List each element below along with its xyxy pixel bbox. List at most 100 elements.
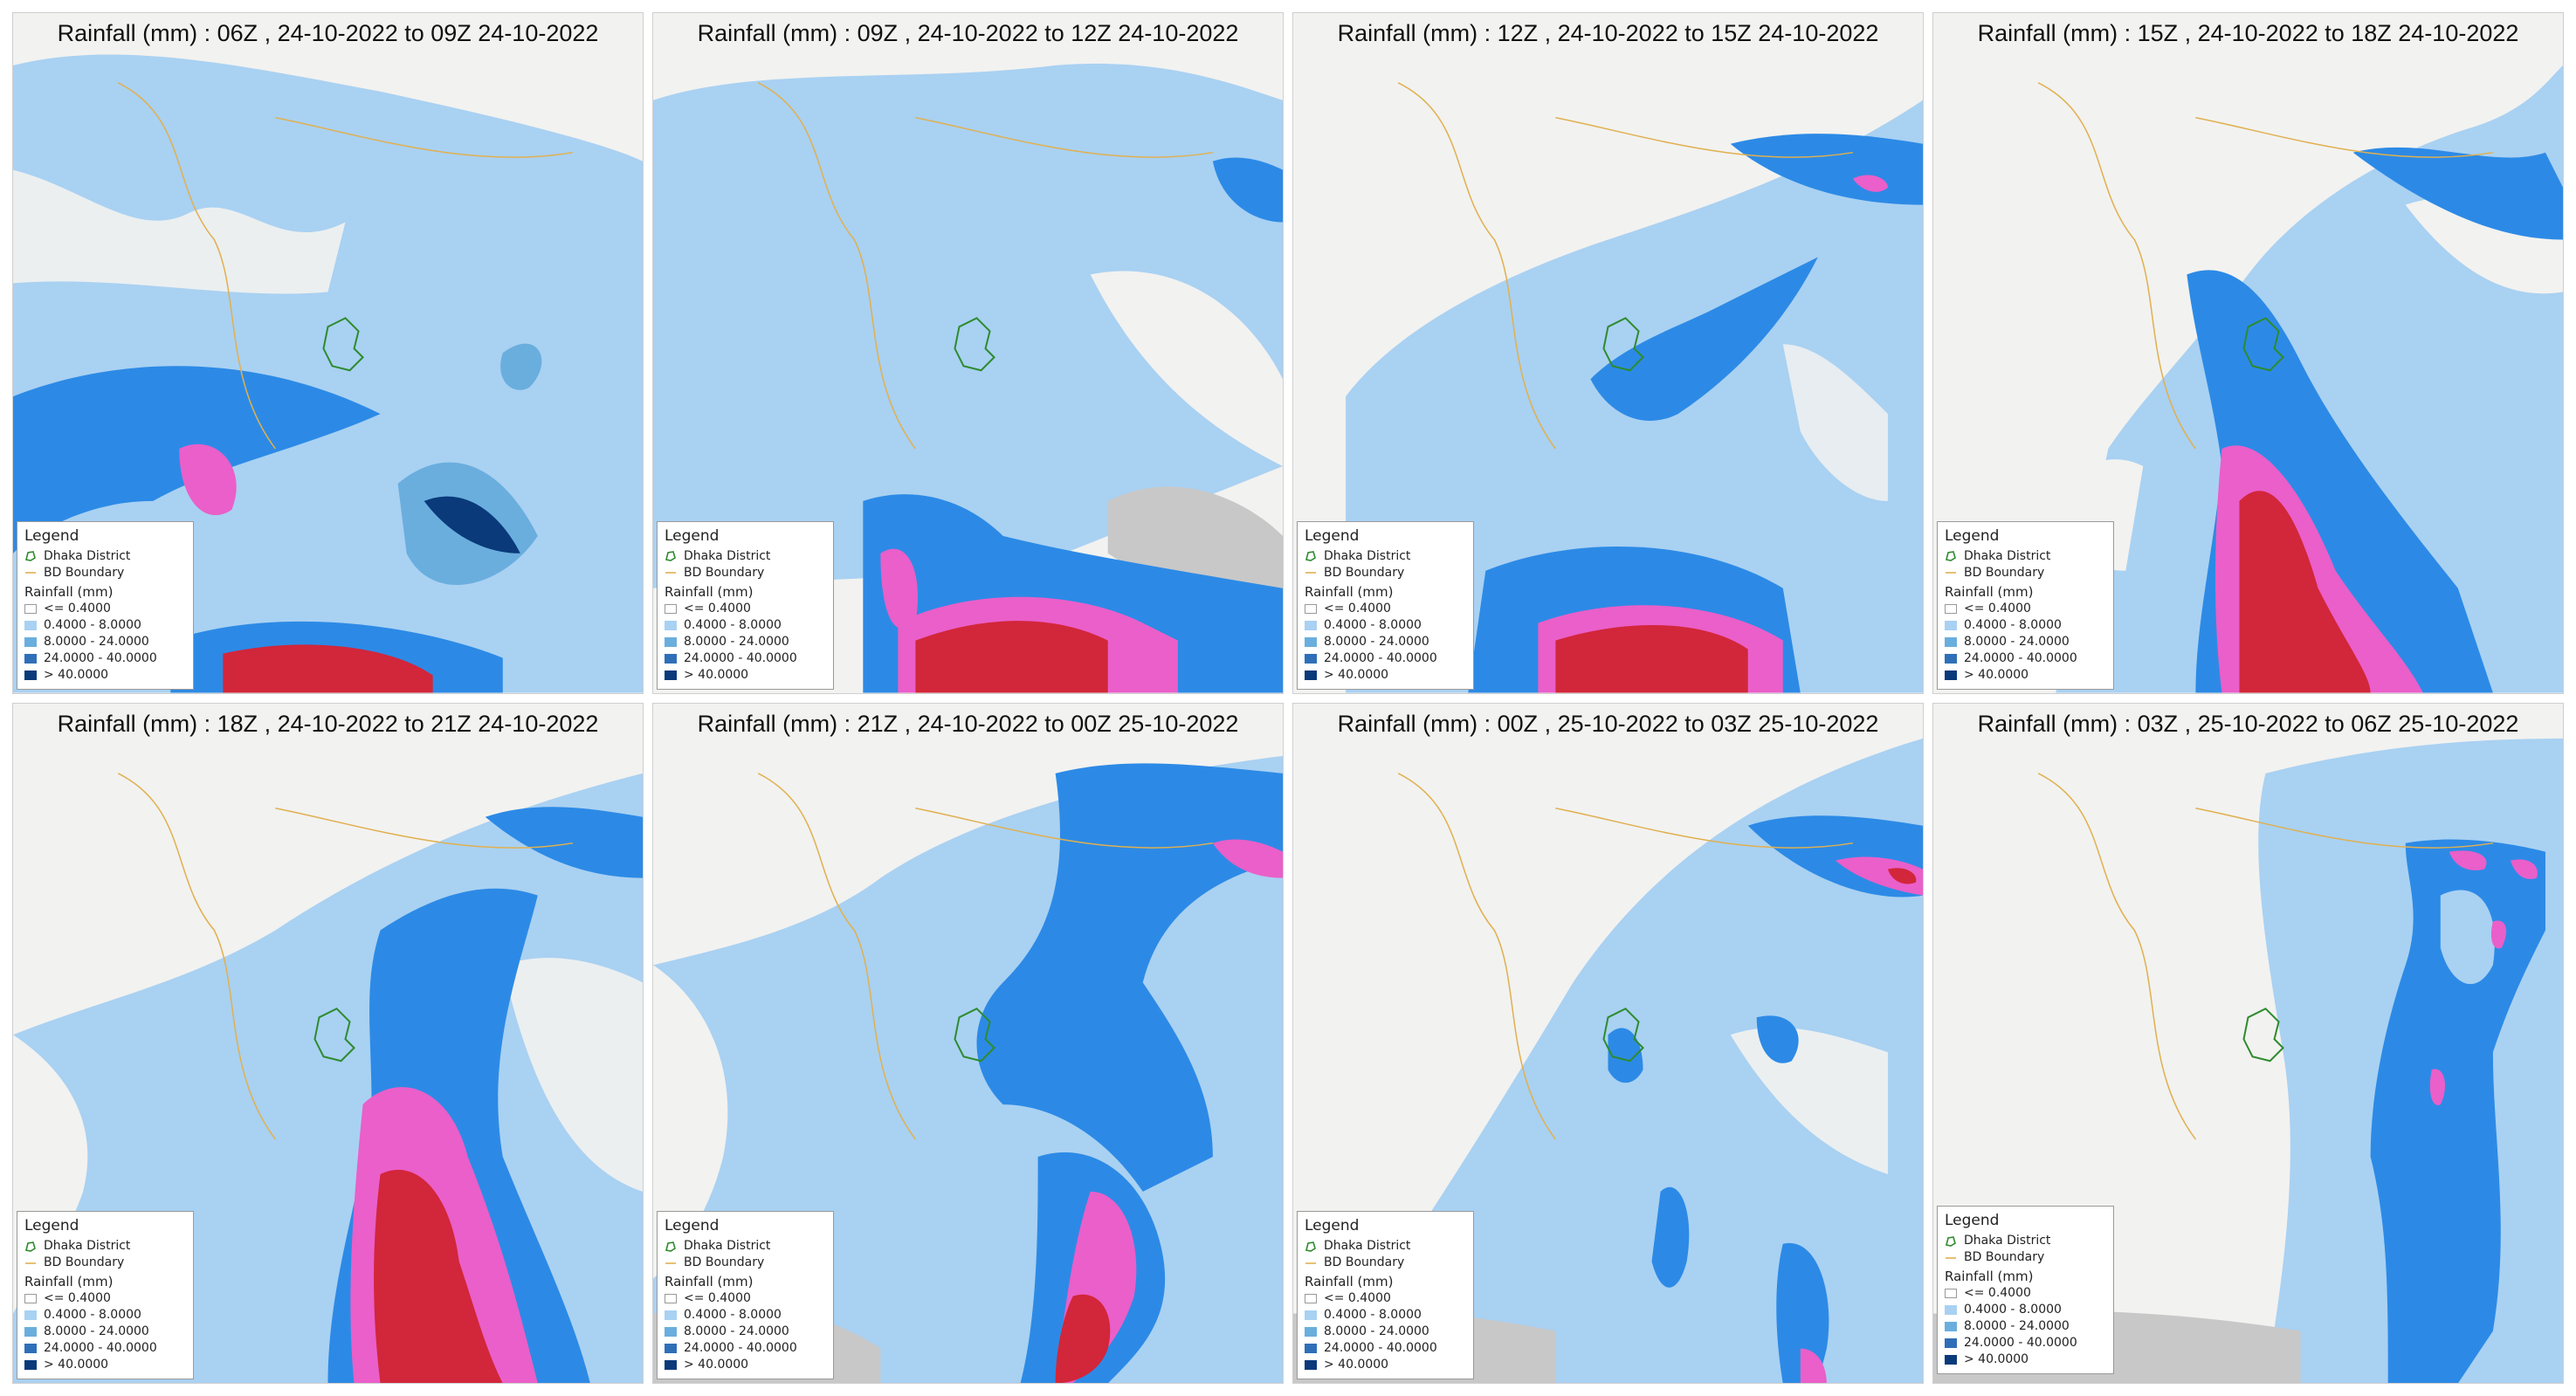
legend-class-2: 0.4000 - 8.0000 — [665, 1307, 826, 1324]
polygon-outline-icon — [1946, 1235, 1956, 1247]
legend-class-3: 8.0000 - 24.0000 — [665, 1324, 826, 1340]
map-legend: Legend Dhaka District BD Boundary Rainfa… — [1297, 1211, 1474, 1379]
legend-class-5: > 40.0000 — [1945, 1351, 2106, 1368]
legend-class-1: <= 0.4000 — [24, 1290, 186, 1307]
swatch-light-blue — [1305, 620, 1317, 630]
legend-class-1: <= 0.4000 — [24, 601, 186, 617]
panel-title: Rainfall (mm) : 00Z , 25-10-2022 to 03Z … — [1337, 710, 1879, 737]
line-icon — [665, 572, 676, 574]
swatch-white — [1305, 1294, 1317, 1303]
legend-title: Legend — [1305, 1217, 1360, 1234]
swatch-light-blue — [1945, 620, 1957, 630]
swatch-blue — [1305, 1327, 1317, 1337]
legend-class-1: <= 0.4000 — [1945, 1285, 2106, 1302]
legend-class-3: 8.0000 - 24.0000 — [1945, 634, 2106, 650]
legend-class-5: > 40.0000 — [24, 667, 186, 684]
legend-layer-bd: BD Boundary — [24, 565, 186, 581]
legend-class-2: 0.4000 - 8.0000 — [1945, 617, 2106, 634]
polygon-outline-icon — [25, 551, 36, 561]
swatch-light-blue — [24, 1310, 37, 1320]
swatch-white — [665, 603, 677, 614]
legend-class-3: 8.0000 - 24.0000 — [1945, 1318, 2106, 1335]
legend-title: Legend — [24, 526, 79, 545]
polygon-outline-icon — [1305, 1241, 1316, 1252]
legend-scale-title: Rainfall (mm) — [1305, 1274, 1394, 1289]
legend-layer-bd: BD Boundary — [24, 1255, 186, 1271]
legend-class-4: 24.0000 - 40.0000 — [24, 650, 186, 667]
legend-class-5: > 40.0000 — [24, 1357, 186, 1373]
swatch-navy — [665, 1360, 677, 1370]
line-icon — [1305, 572, 1316, 574]
legend-layer-bd: BD Boundary — [665, 565, 826, 581]
swatch-white — [1305, 603, 1317, 614]
legend-class-5: > 40.0000 — [665, 667, 826, 684]
swatch-white — [1945, 1289, 1957, 1298]
swatch-light-blue — [1945, 1305, 1957, 1315]
polygon-outline-icon — [1946, 551, 1956, 561]
swatch-dark-blue — [1945, 1338, 1957, 1348]
rainfall-map-grid: Rainfall (mm) : 06Z , 24-10-2022 to 09Z … — [12, 12, 2564, 1384]
legend-title: Legend — [1305, 526, 1360, 545]
legend-class-5: > 40.0000 — [665, 1357, 826, 1373]
legend-class-4: 24.0000 - 40.0000 — [1305, 650, 1466, 667]
swatch-white — [665, 1294, 677, 1303]
legend-class-1: <= 0.4000 — [1305, 1290, 1466, 1307]
swatch-dark-blue — [1305, 653, 1317, 664]
legend-layer-dhaka: Dhaka District — [1945, 548, 2106, 565]
legend-layer-dhaka: Dhaka District — [24, 1238, 186, 1255]
panel-title: Rainfall (mm) : 21Z , 24-10-2022 to 00Z … — [697, 710, 1239, 737]
map-panel-6: Rainfall (mm) : 21Z , 24-10-2022 to 00Z … — [652, 702, 1284, 1384]
legend-layer-dhaka: Dhaka District — [1305, 1238, 1466, 1255]
legend-layer-bd: BD Boundary — [1305, 1255, 1466, 1271]
line-icon — [1946, 1256, 1956, 1259]
swatch-light-blue — [1305, 1310, 1317, 1320]
map-legend: Legend Dhaka District BD Boundary Rainfa… — [17, 520, 194, 690]
legend-layer-dhaka: Dhaka District — [1945, 1233, 2106, 1249]
swatch-dark-blue — [24, 1344, 37, 1353]
map-panel-2: Rainfall (mm) : 09Z , 24-10-2022 to 12Z … — [652, 12, 1284, 694]
legend-class-1: <= 0.4000 — [1945, 601, 2106, 617]
legend-title: Legend — [1945, 526, 2000, 545]
map-panel-4: Rainfall (mm) : 15Z , 24-10-2022 to 18Z … — [1932, 12, 2564, 694]
legend-scale-title: Rainfall (mm) — [1945, 583, 2034, 600]
swatch-dark-blue — [665, 1344, 677, 1353]
legend-class-5: > 40.0000 — [1945, 667, 2106, 684]
legend-scale-title: Rainfall (mm) — [1305, 583, 1394, 600]
legend-title: Legend — [24, 1217, 79, 1234]
map-legend: Legend Dhaka District BD Boundary Rainfa… — [657, 520, 834, 690]
map-panel-5: Rainfall (mm) : 18Z , 24-10-2022 to 21Z … — [12, 702, 644, 1384]
legend-class-4: 24.0000 - 40.0000 — [1945, 1335, 2106, 1351]
polygon-outline-icon — [1305, 551, 1316, 561]
legend-layer-dhaka: Dhaka District — [665, 1238, 826, 1255]
panel-title: Rainfall (mm) : 06Z , 24-10-2022 to 09Z … — [57, 20, 599, 46]
map-panel-7: Rainfall (mm) : 00Z , 25-10-2022 to 03Z … — [1292, 702, 1924, 1384]
legend-class-4: 24.0000 - 40.0000 — [24, 1340, 186, 1357]
swatch-light-blue — [665, 620, 677, 630]
legend-layer-dhaka: Dhaka District — [665, 548, 826, 565]
swatch-navy — [1305, 1360, 1317, 1370]
legend-scale-title: Rainfall (mm) — [24, 583, 114, 600]
swatch-dark-blue — [24, 653, 37, 664]
legend-title: Legend — [665, 1217, 720, 1234]
legend-class-4: 24.0000 - 40.0000 — [1945, 650, 2106, 667]
line-icon — [25, 572, 36, 574]
legend-scale-title: Rainfall (mm) — [1945, 1269, 2034, 1284]
swatch-navy — [24, 670, 37, 680]
swatch-blue — [1945, 636, 1957, 647]
map-legend: Legend Dhaka District BD Boundary Rainfa… — [1297, 520, 1474, 690]
legend-scale-title: Rainfall (mm) — [665, 583, 754, 600]
legend-class-3: 8.0000 - 24.0000 — [1305, 1324, 1466, 1340]
swatch-white — [24, 1294, 37, 1303]
swatch-blue — [1945, 1322, 1957, 1331]
legend-class-1: <= 0.4000 — [665, 601, 826, 617]
map-legend: Legend Dhaka District BD Boundary Rainfa… — [1937, 1206, 2114, 1374]
map-panel-8: Rainfall (mm) : 03Z , 25-10-2022 to 06Z … — [1932, 702, 2564, 1384]
legend-class-5: > 40.0000 — [1305, 1357, 1466, 1373]
swatch-navy — [24, 1360, 37, 1370]
swatch-navy — [1945, 670, 1957, 680]
swatch-dark-blue — [1945, 653, 1957, 664]
swatch-navy — [665, 670, 677, 680]
swatch-blue — [24, 1327, 37, 1337]
legend-layer-bd: BD Boundary — [1945, 1249, 2106, 1266]
polygon-outline-icon — [25, 1241, 36, 1252]
